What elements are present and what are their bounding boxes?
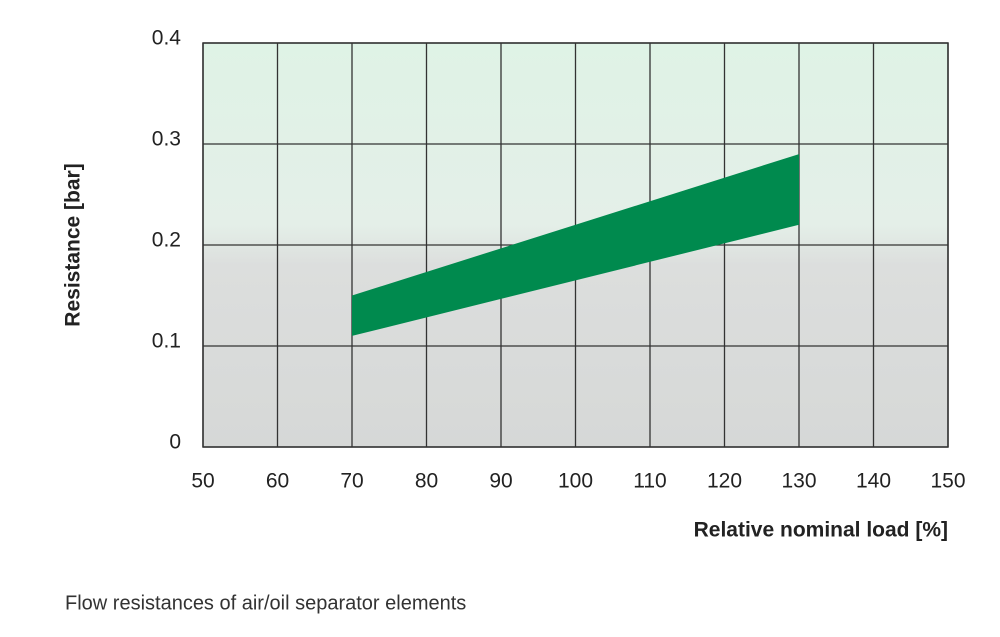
x-axis-label: Relative nominal load [%] xyxy=(694,519,948,542)
x-tick-label: 60 xyxy=(266,470,289,493)
x-tick-label: 80 xyxy=(415,470,438,493)
x-tick-label: 110 xyxy=(633,470,666,493)
band xyxy=(352,154,799,336)
marks xyxy=(352,154,799,336)
x-tick-label: 120 xyxy=(707,470,742,493)
x-tick-label: 100 xyxy=(558,470,593,493)
x-tick-label: 50 xyxy=(191,470,214,493)
y-tick-label: 0.1 xyxy=(152,330,181,353)
x-tick-label: 130 xyxy=(781,470,816,493)
y-tick-label: 0.2 xyxy=(152,229,181,252)
x-tick-label: 150 xyxy=(930,470,965,493)
caption: Flow resistances of air/oil separator el… xyxy=(65,592,466,614)
plot-frame xyxy=(202,42,949,448)
y-tick-label: 0 xyxy=(169,431,181,454)
x-tick-label: 90 xyxy=(489,470,512,493)
x-tick-label: 140 xyxy=(856,470,891,493)
y-tick-label: 0.4 xyxy=(152,27,182,50)
x-tick-label: 70 xyxy=(340,470,363,493)
y-axis-label: Resistance [bar] xyxy=(62,163,85,326)
y-tick-label: 0.3 xyxy=(152,128,181,151)
